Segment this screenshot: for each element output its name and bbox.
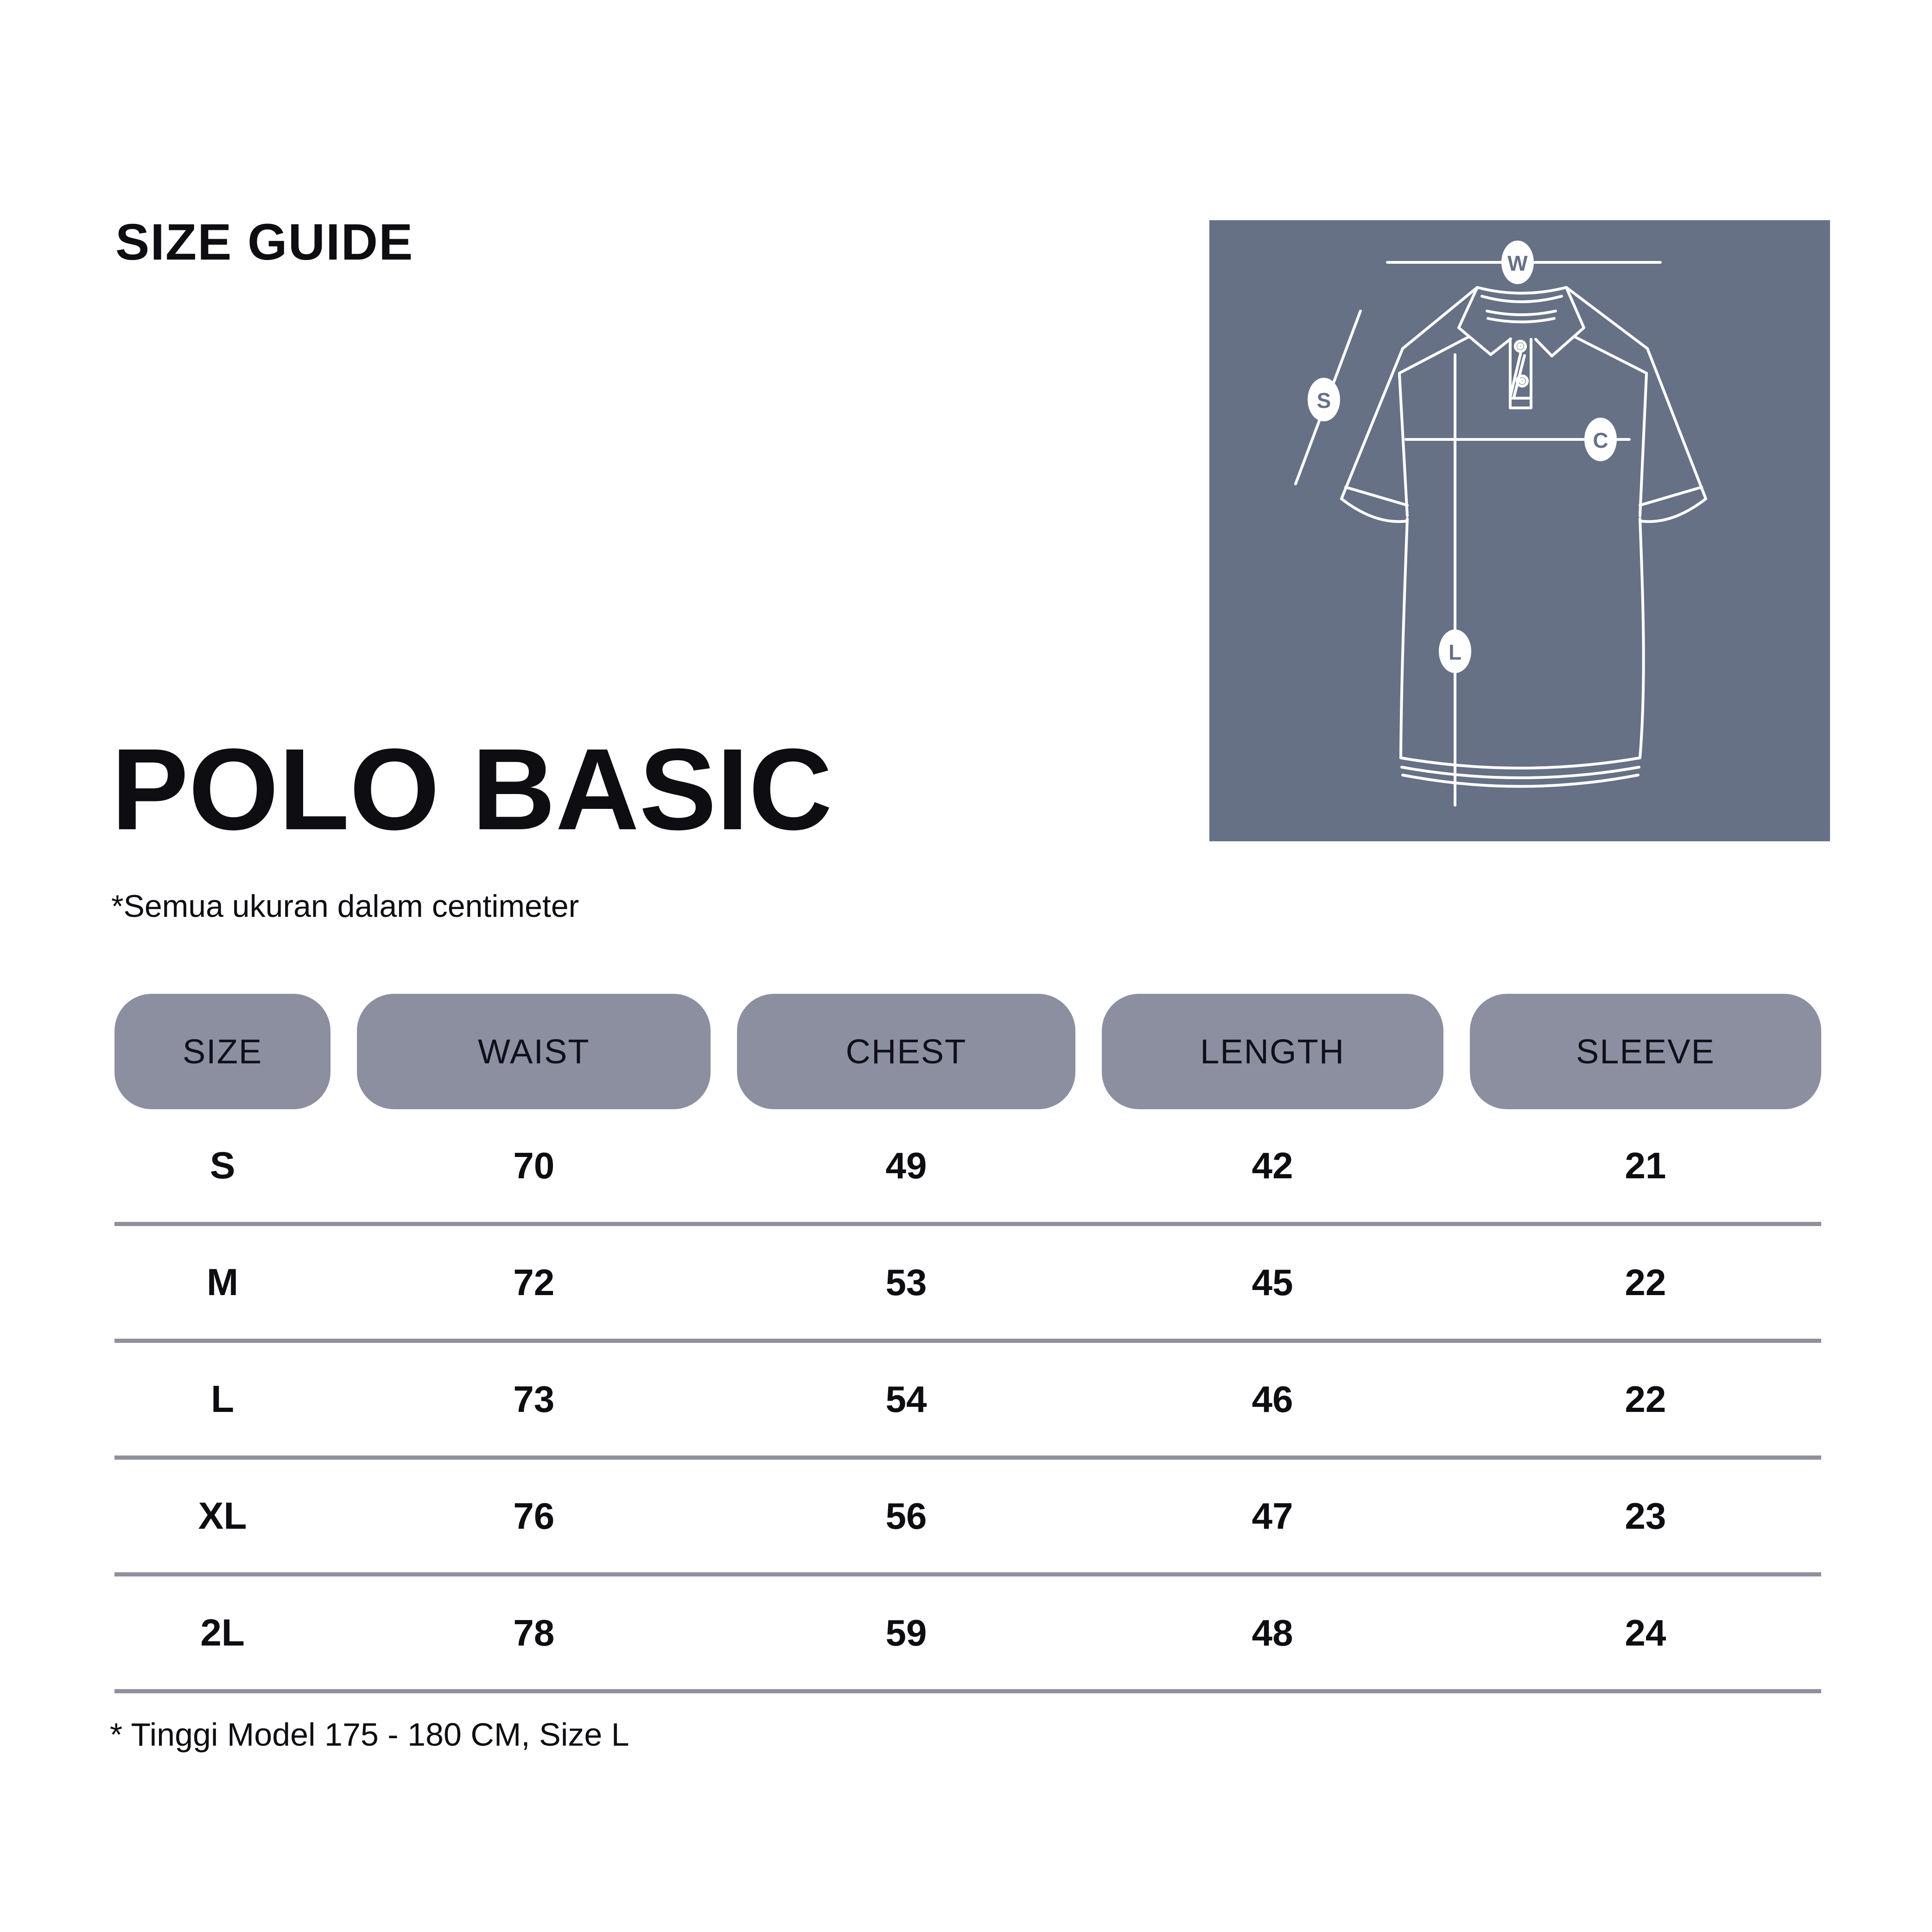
size-label: L xyxy=(211,1378,235,1420)
waist-value: 70 xyxy=(513,1144,555,1186)
size-label: XL xyxy=(198,1494,247,1537)
polo-shirt-icon: W S C L xyxy=(1294,241,1707,807)
polo-outline xyxy=(1340,286,1707,788)
units-note: *Semua ukuran dalam centimeter xyxy=(111,889,579,924)
table-row-xl: XL 76 56 47 23 xyxy=(114,1460,1821,1576)
model-note: * Tinggi Model 175 - 180 CM, Size L xyxy=(110,1716,629,1753)
column-header-size: SIZE xyxy=(114,994,331,1109)
width-marker-bubble xyxy=(1501,241,1534,284)
column-header-chest: CHEST xyxy=(737,994,1075,1109)
sleeve-value: 22 xyxy=(1625,1261,1666,1303)
waist-value: 76 xyxy=(513,1495,555,1537)
column-header-length: LENGTH xyxy=(1101,994,1443,1109)
chest-value: 59 xyxy=(885,1612,927,1653)
sleeve-value: 21 xyxy=(1625,1144,1666,1186)
waist-value: 73 xyxy=(513,1378,555,1420)
page-title: SIZE GUIDE xyxy=(115,214,414,271)
width-marker-label: W xyxy=(1507,251,1528,275)
length-marker-label: L xyxy=(1449,640,1462,664)
table-row-l: L 73 54 46 22 xyxy=(114,1343,1821,1460)
product-title: POLO BASIC xyxy=(111,724,833,854)
table-row-s: S 70 49 42 21 xyxy=(114,1109,1821,1226)
chest-marker-bubble xyxy=(1584,418,1617,461)
length-value: 45 xyxy=(1252,1261,1293,1303)
length-marker-bubble xyxy=(1439,629,1471,673)
size-label: 2L xyxy=(200,1611,245,1654)
sleeve-value: 23 xyxy=(1625,1495,1666,1537)
length-value: 47 xyxy=(1252,1495,1293,1537)
chest-value: 49 xyxy=(885,1144,927,1186)
length-value: 42 xyxy=(1252,1144,1293,1186)
polo-measurement-diagram: W S C L xyxy=(1209,220,1830,841)
waist-value: 72 xyxy=(513,1261,555,1303)
size-label: M xyxy=(206,1261,239,1303)
length-value: 48 xyxy=(1252,1612,1293,1653)
size-label: S xyxy=(210,1144,235,1187)
sleeve-value: 24 xyxy=(1625,1612,1666,1653)
column-header-waist: WAIST xyxy=(357,994,711,1109)
sleeve-marker-label: S xyxy=(1317,388,1331,413)
chest-value: 56 xyxy=(885,1495,927,1537)
table-row-m: M 72 53 45 22 xyxy=(114,1226,1821,1343)
sleeve-marker-bubble xyxy=(1308,378,1340,421)
table-row-2l: 2L 78 59 48 24 xyxy=(114,1576,1821,1693)
size-table-header: SIZE WAIST CHEST LENGTH SLEEVE xyxy=(114,994,1821,1109)
measurement-guides: W S C L xyxy=(1294,241,1662,807)
size-table: SIZE WAIST CHEST LENGTH SLEEVE S 70 49 4… xyxy=(114,994,1821,1693)
waist-value: 78 xyxy=(513,1612,555,1653)
length-value: 46 xyxy=(1252,1378,1293,1420)
chest-value: 54 xyxy=(885,1378,927,1420)
chest-marker-label: C xyxy=(1593,428,1608,452)
sleeve-value: 22 xyxy=(1625,1378,1666,1420)
chest-value: 53 xyxy=(885,1261,927,1303)
column-header-sleeve: SLEEVE xyxy=(1469,994,1821,1109)
